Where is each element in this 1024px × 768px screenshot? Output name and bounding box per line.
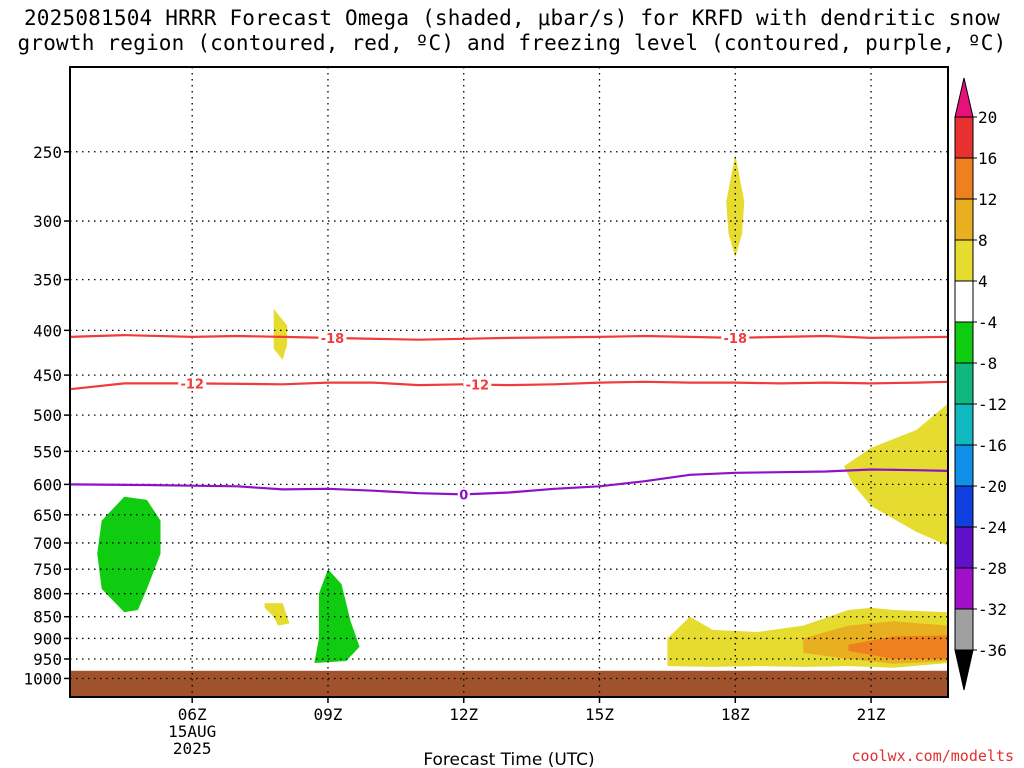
y-tick-label-600: 600: [33, 475, 62, 494]
x-tick-sublabel-2025: 2025: [173, 739, 212, 758]
x-tick-sublabel-15aug: 15AUG: [168, 722, 216, 741]
contour-line-2: [70, 468, 948, 496]
colorbar-top-arrow: [954, 77, 974, 118]
colorbar-swatch: [954, 608, 974, 651]
y-tick-label-500: 500: [33, 406, 62, 425]
x-tick-label-18Z: 18Z: [721, 705, 750, 724]
colorbar-swatch: [954, 444, 974, 487]
y-tick-label-700: 700: [33, 534, 62, 553]
credit-link[interactable]: coolwx.com/modelts: [851, 747, 1014, 765]
y-tick-label-900: 900: [33, 629, 62, 648]
contour-label-bg: [721, 330, 750, 345]
colorbar-label: 8: [978, 231, 988, 250]
contour-line-1: [70, 380, 948, 391]
colorbar-label: -20: [978, 477, 1007, 496]
y-axis: 250 300 350 400 450 500 550 600 650 700 750 800 850 9…: [23, 143, 70, 688]
colorbar-label: -32: [978, 600, 1007, 619]
colorbar-label: -4: [978, 313, 997, 332]
colorbar-label: -24: [978, 518, 1007, 537]
plot-frame: [69, 66, 949, 698]
colorbar-swatch: [954, 239, 974, 282]
colorbar-bottom-arrow: [954, 649, 974, 691]
omega-colorbar: 20 16 12 8 4 -4 -8 -12 -16 -20 -24 -28 -32 -36: [954, 77, 1007, 691]
y-tick-label-750: 750: [33, 560, 62, 579]
title-line-2: growth region (contoured, red, ºC) and f…: [17, 31, 1007, 55]
y-tick-label-550: 550: [33, 442, 62, 461]
omega-shading: [97, 154, 948, 668]
y-tick-label-1000: 1000: [23, 669, 62, 688]
omega-region-2: [314, 569, 360, 663]
x-tick-label-12Z: 12Z: [449, 705, 478, 724]
contour-label-bg: [463, 377, 492, 392]
title-line-1: 2025081504 HRRR Forecast Omega (shaded, …: [23, 6, 1001, 30]
y-tick-label-950: 950: [33, 650, 62, 669]
colorbar-label: 12: [978, 190, 997, 209]
contour-label-bg: [457, 487, 470, 502]
y-tick-label-650: 650: [33, 506, 62, 525]
colorbar-swatch: [954, 157, 974, 200]
contour-label: -18: [321, 332, 345, 347]
omega-region-5: [264, 603, 290, 626]
colorbar-label: -12: [978, 395, 1007, 414]
contour-label: 0: [459, 488, 468, 503]
colorbar-swatch: [954, 362, 974, 405]
contour-label: -18: [724, 332, 748, 347]
x-tick-label-21Z: 21Z: [857, 705, 886, 724]
contour-label: -12: [466, 379, 490, 394]
x-tick-label-09Z: 09Z: [314, 705, 343, 724]
x-tick-label-15Z: 15Z: [585, 705, 614, 724]
colorbar-swatch: [954, 403, 974, 446]
colorbar-label: -16: [978, 436, 1007, 455]
y-tick-label-400: 400: [33, 321, 62, 340]
contour-line-0: [70, 334, 948, 341]
omega-region-6: [843, 403, 948, 546]
y-tick-label-800: 800: [33, 585, 62, 604]
colorbar-swatch: [954, 567, 974, 610]
colorbar-label: -28: [978, 559, 1007, 578]
contour-label: -12: [180, 377, 204, 392]
y-tick-label-250: 250: [33, 143, 62, 162]
contour-lines: -18 -18 -12 -12 0: [70, 330, 948, 503]
omega-region-1: [97, 496, 161, 613]
colorbar-label: -36: [978, 641, 1007, 660]
chart-title: 2025081504 HRRR Forecast Omega (shaded, …: [0, 6, 1024, 56]
colorbar-swatch: [954, 116, 974, 159]
grid-lines: [70, 67, 948, 697]
colorbar-label: 20: [978, 108, 997, 127]
x-axis-label: Forecast Time (UTC): [423, 750, 594, 768]
colorbar-swatch: [954, 485, 974, 528]
y-tick-label-450: 450: [33, 366, 62, 385]
x-tick-label-06Z: 06Z: [178, 705, 207, 724]
colorbar-swatch: [954, 526, 974, 569]
colorbar-label: 16: [978, 149, 997, 168]
omega-region-9: [848, 635, 948, 659]
colorbar-label: 4: [978, 272, 988, 291]
y-tick-label-350: 350: [33, 271, 62, 290]
y-tick-label-300: 300: [33, 212, 62, 231]
colorbar-label: -8: [978, 354, 997, 373]
contour-label-bg: [318, 330, 347, 345]
omega-region-3: [273, 308, 288, 360]
colorbar-swatch: [954, 198, 974, 241]
ground-surface: [70, 670, 948, 697]
colorbar-swatch: [954, 321, 974, 364]
y-tick-label-850: 850: [33, 608, 62, 627]
contour-label-bg: [178, 376, 207, 391]
colorbar-swatch: [954, 280, 974, 323]
